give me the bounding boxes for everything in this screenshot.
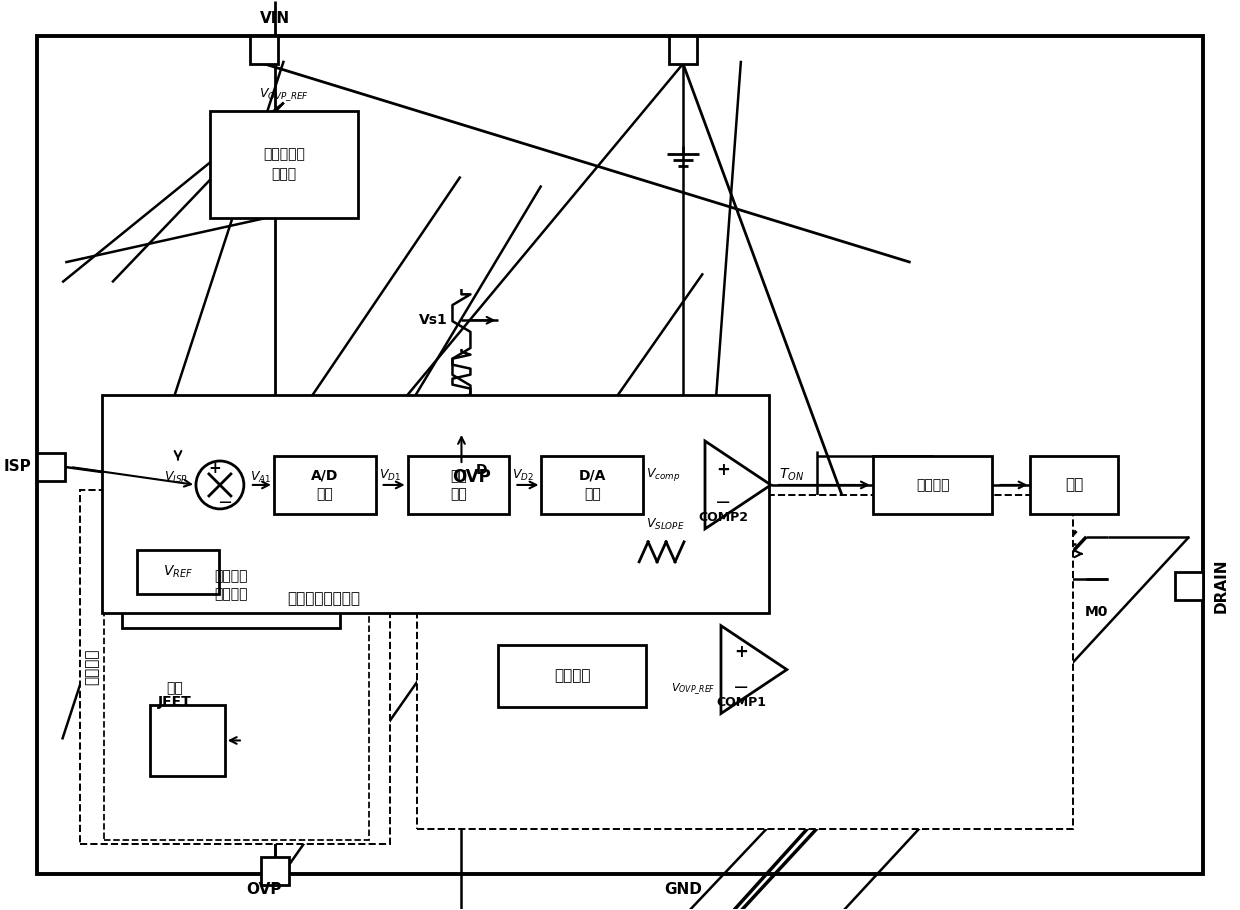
Bar: [498, 644, 646, 706]
Text: 生电路: 生电路: [272, 167, 296, 181]
Text: M0: M0: [1085, 605, 1109, 619]
Bar: [542, 456, 644, 514]
Bar: [249, 35, 278, 64]
Bar: [260, 857, 289, 885]
Text: +: +: [715, 460, 730, 479]
Text: 逻辑单元: 逻辑单元: [916, 478, 950, 492]
Text: 供电电压: 供电电压: [215, 587, 248, 601]
Text: DRAIN: DRAIN: [1214, 559, 1229, 613]
Text: JFET: JFET: [159, 694, 192, 709]
Text: $V_{REF}$: $V_{REF}$: [162, 563, 193, 580]
Text: $V_{SLOPE}$: $V_{SLOPE}$: [646, 517, 684, 532]
Bar: [102, 395, 769, 612]
Bar: [1030, 456, 1118, 514]
Text: D/A: D/A: [579, 469, 606, 483]
Text: 数字: 数字: [450, 469, 466, 483]
Text: A/D: A/D: [311, 469, 339, 483]
Text: $V_{comp}$: $V_{comp}$: [646, 467, 681, 483]
Text: −: −: [714, 493, 732, 512]
Text: 比例调节: 比例调节: [554, 668, 590, 683]
Text: GND: GND: [665, 882, 702, 897]
Text: 供电模块: 供电模块: [84, 648, 99, 685]
Text: −: −: [733, 678, 749, 697]
Text: $V_{OVP\_REF}$: $V_{OVP\_REF}$: [259, 86, 309, 103]
Text: VIN: VIN: [259, 11, 290, 25]
Bar: [417, 495, 1074, 829]
Bar: [104, 503, 368, 840]
Text: $V_{ISP}$: $V_{ISP}$: [164, 470, 188, 484]
Bar: [81, 490, 389, 844]
Text: COMP1: COMP1: [715, 696, 766, 709]
Text: 高压: 高压: [166, 682, 184, 695]
Text: 参考信号产: 参考信号产: [263, 147, 305, 162]
Text: Vs1: Vs1: [419, 313, 448, 328]
Text: D: D: [475, 463, 487, 477]
Bar: [37, 453, 66, 481]
Text: OVP: OVP: [246, 882, 281, 897]
Text: ISP: ISP: [4, 460, 31, 474]
Text: 控制电路: 控制电路: [215, 569, 248, 582]
Text: 导通时间控制模块: 导通时间控制模块: [288, 592, 360, 606]
Bar: [274, 456, 376, 514]
Text: $V_{A1}$: $V_{A1}$: [249, 470, 272, 484]
Text: +: +: [208, 461, 221, 477]
Bar: [670, 35, 697, 64]
Text: 转换: 转换: [316, 487, 334, 501]
Text: 驱动: 驱动: [1065, 478, 1084, 492]
Bar: [150, 704, 224, 776]
Text: COMP2: COMP2: [698, 511, 748, 524]
Text: 转换: 转换: [584, 487, 600, 501]
Bar: [408, 456, 510, 514]
Text: OVP: OVP: [453, 468, 491, 486]
Bar: [138, 550, 219, 593]
Text: $V_{OVP\_REF}$: $V_{OVP\_REF}$: [671, 682, 715, 697]
Bar: [1176, 571, 1203, 600]
Bar: [122, 540, 340, 628]
Bar: [210, 111, 357, 218]
Text: −: −: [217, 494, 232, 512]
Text: $V_{D1}$: $V_{D1}$: [378, 468, 401, 482]
Text: +: +: [734, 643, 748, 661]
Text: $T_{ON}$: $T_{ON}$: [779, 467, 804, 483]
Text: $V_{D2}$: $V_{D2}$: [512, 468, 534, 482]
Bar: [873, 456, 992, 514]
Text: 补偿: 补偿: [450, 487, 466, 501]
